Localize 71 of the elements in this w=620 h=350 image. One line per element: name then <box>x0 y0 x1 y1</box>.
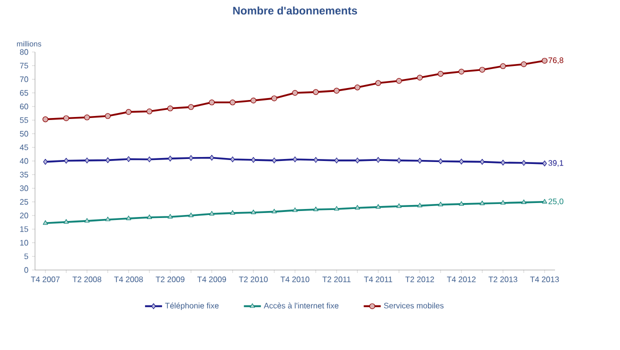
point <box>84 158 90 164</box>
point <box>250 210 256 214</box>
point <box>147 156 152 162</box>
point <box>271 95 278 102</box>
point <box>292 90 298 96</box>
point <box>272 208 277 214</box>
point <box>84 114 90 120</box>
point <box>292 156 298 162</box>
point <box>126 109 132 115</box>
point <box>500 63 506 70</box>
point <box>63 115 70 122</box>
point <box>43 158 48 165</box>
point <box>354 84 360 90</box>
point <box>188 104 194 110</box>
point <box>459 158 464 164</box>
point <box>230 210 236 215</box>
point <box>396 203 402 208</box>
point <box>542 58 548 64</box>
point <box>312 89 319 95</box>
point <box>105 216 110 222</box>
point <box>250 98 256 104</box>
point <box>292 207 298 212</box>
point <box>313 206 318 212</box>
point <box>334 158 339 164</box>
point <box>146 214 152 220</box>
point <box>480 200 485 206</box>
point <box>396 78 402 84</box>
point <box>208 100 215 106</box>
point <box>355 158 360 164</box>
point <box>146 108 152 114</box>
point <box>64 219 69 224</box>
point <box>521 200 526 204</box>
point <box>354 204 360 210</box>
point <box>396 158 402 164</box>
point <box>376 157 380 163</box>
point <box>314 157 318 163</box>
point <box>167 106 174 112</box>
point <box>438 70 444 77</box>
point <box>230 100 236 106</box>
point <box>542 160 547 166</box>
point <box>42 220 48 225</box>
point <box>417 202 422 208</box>
point <box>42 116 48 122</box>
point <box>84 218 90 223</box>
point <box>168 156 172 162</box>
point <box>168 214 173 218</box>
point <box>522 160 526 166</box>
point <box>209 210 214 216</box>
point <box>376 204 381 209</box>
point <box>542 198 548 204</box>
point <box>272 158 276 164</box>
point <box>126 156 131 162</box>
point <box>188 212 194 218</box>
point <box>375 80 382 86</box>
point <box>500 200 506 205</box>
point <box>479 66 486 73</box>
point <box>251 157 256 163</box>
point <box>458 68 464 75</box>
point <box>188 155 194 161</box>
point <box>104 113 111 119</box>
point <box>334 206 340 211</box>
point <box>500 160 506 166</box>
point <box>416 74 423 81</box>
point <box>126 216 132 220</box>
chart-title: Nombre d'abonnements <box>233 6 358 15</box>
point <box>334 88 340 94</box>
point <box>458 201 464 206</box>
point <box>438 158 443 164</box>
point <box>438 202 444 206</box>
point <box>520 61 527 68</box>
point <box>230 156 235 162</box>
